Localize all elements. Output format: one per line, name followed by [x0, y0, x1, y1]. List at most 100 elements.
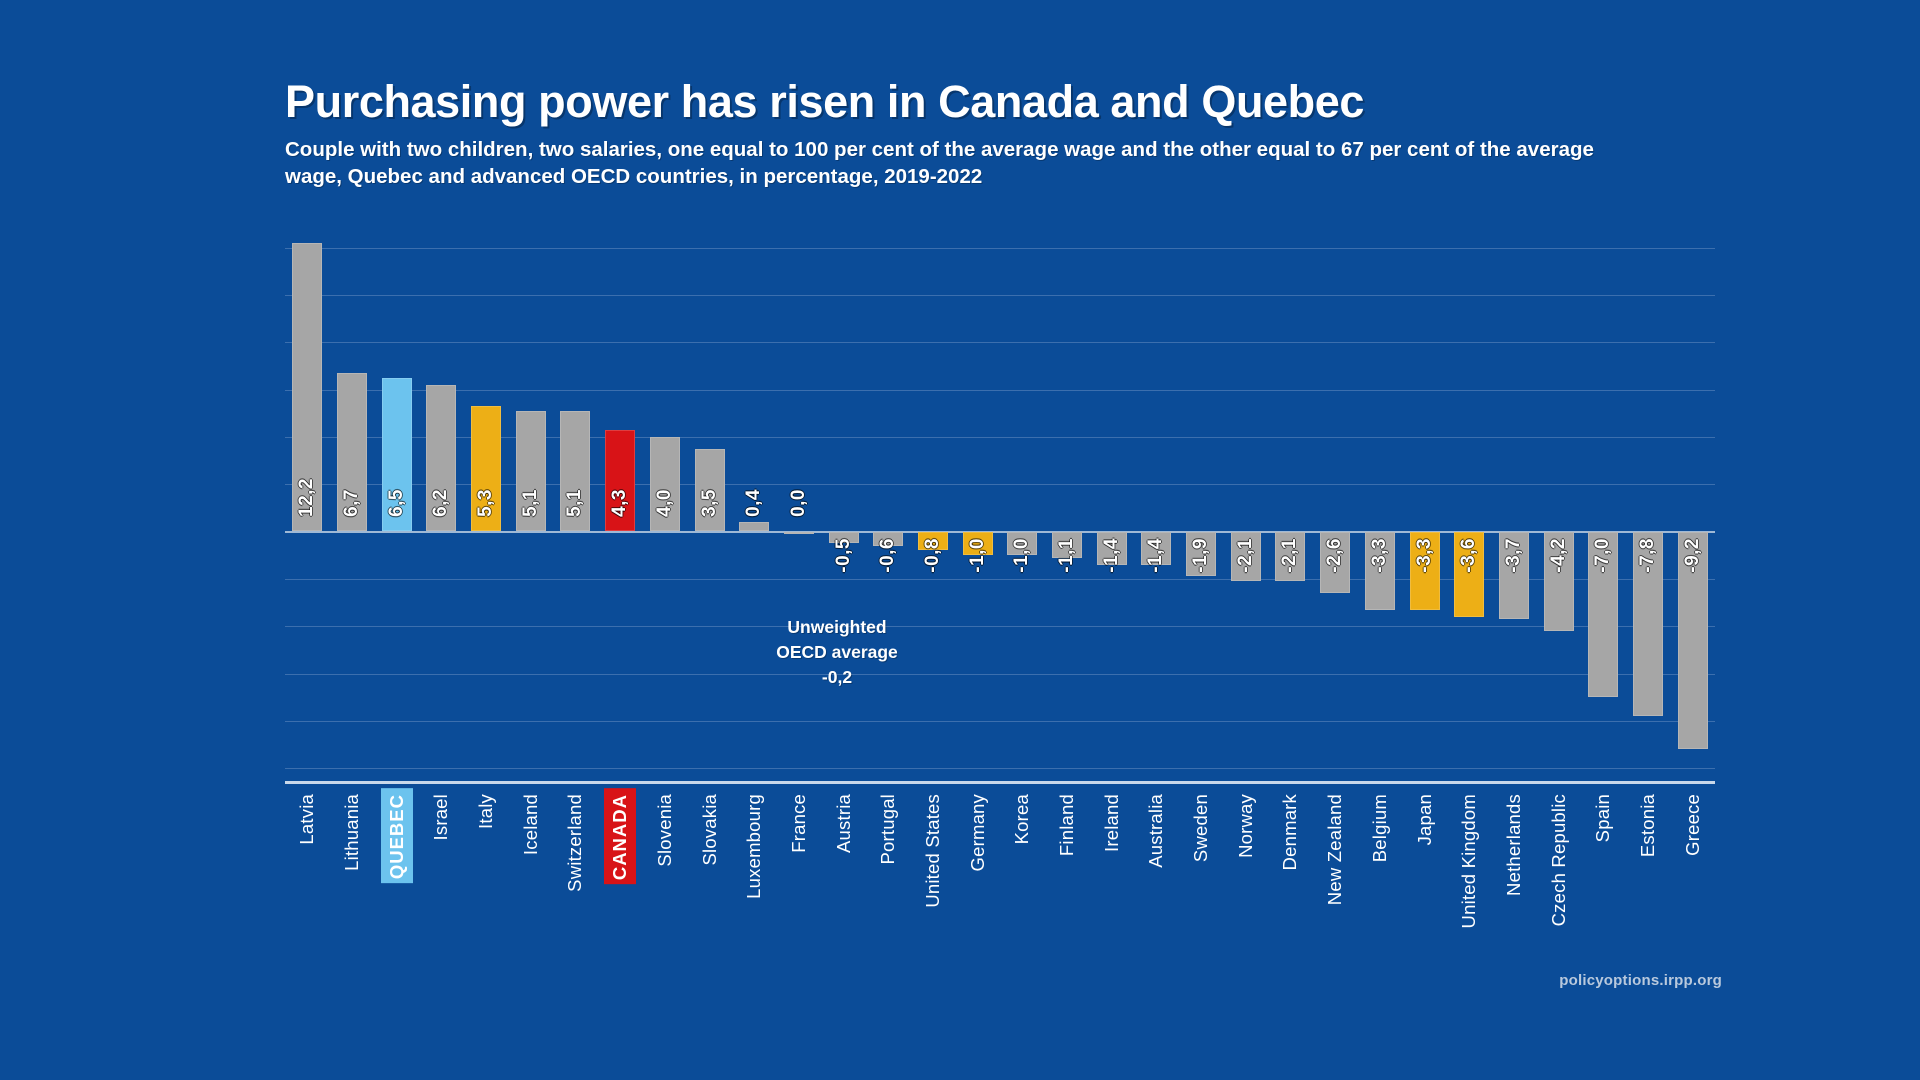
bar-sweden[interactable]	[1186, 531, 1217, 577]
bar-group: 3,5	[687, 212, 732, 780]
bar-belgium[interactable]	[1364, 531, 1395, 610]
x-tick-slot: Denmark	[1268, 788, 1313, 1018]
gridline	[285, 389, 1715, 391]
bar-value-label: 3,5	[698, 488, 720, 517]
bar-france[interactable]	[783, 531, 814, 534]
bar-switzerland[interactable]	[560, 410, 591, 532]
bar-group: -1,0	[1000, 212, 1045, 780]
bar-ireland[interactable]	[1096, 531, 1127, 565]
x-tick-label-quebec: QUEBEC	[380, 788, 413, 884]
bar-value-label: -2,1	[1279, 537, 1301, 573]
gridline	[285, 768, 1715, 770]
bar-norway[interactable]	[1230, 531, 1261, 582]
bar-value-label: 0,0	[787, 488, 809, 517]
gridline	[285, 578, 1715, 580]
gridline	[285, 294, 1715, 296]
chart-subtitle: Couple with two children, two salaries, …	[285, 137, 1594, 188]
bar-finland[interactable]	[1052, 531, 1083, 558]
bar-value-label: 5,1	[519, 488, 541, 517]
bar-value-label: -2,1	[1234, 537, 1256, 573]
bar-group: 0,0	[777, 212, 822, 780]
bar-group: -3,7	[1492, 212, 1537, 780]
bar-netherlands[interactable]	[1498, 531, 1529, 620]
x-tick-label-canada: CANADA	[604, 788, 637, 885]
x-tick-label-israel: Israel	[430, 794, 452, 841]
gridline	[285, 484, 1715, 486]
x-tick-label-lithuania: Lithuania	[341, 794, 363, 871]
bar-value-label: -1,0	[966, 537, 988, 573]
x-tick-label-italy: Italy	[475, 794, 497, 829]
x-tick-label-korea: Korea	[1011, 794, 1033, 845]
annotation-line-1: Unweighted	[787, 617, 887, 637]
bar-group: 6,2	[419, 212, 464, 780]
x-tick-slot: Norway	[1223, 788, 1268, 1018]
x-tick-label-australia: Australia	[1145, 794, 1167, 868]
bar-quebec[interactable]	[381, 377, 412, 532]
bar-value-label: -4,2	[1547, 537, 1569, 573]
bar-new-zealand[interactable]	[1320, 531, 1351, 594]
bar-group: -4,2	[1536, 212, 1581, 780]
bar-lithuania[interactable]	[337, 372, 368, 532]
bar-iceland[interactable]	[515, 410, 546, 532]
bar-australia[interactable]	[1141, 531, 1172, 565]
bar-greece[interactable]	[1677, 531, 1708, 750]
bar-value-label: -2,6	[1324, 537, 1346, 573]
x-tick-slot: United Kingdom	[1447, 788, 1492, 1018]
page-title: Purchasing power has risen in Canada and…	[285, 76, 1364, 127]
chart-plot-area: 12,2 6,7 6,5 6,2 5,3 5,1 5,1 4,3 4,0 3,5 0,4 0,0 -0,…	[285, 212, 1715, 784]
x-tick-slot: Slovenia	[643, 788, 688, 1018]
bar-value-label: -3,3	[1368, 537, 1390, 573]
bar-group: -0,6	[866, 212, 911, 780]
bar-korea[interactable]	[1007, 531, 1038, 556]
bar-group: 4,0	[643, 212, 688, 780]
bar-germany[interactable]	[962, 531, 993, 556]
x-tick-label-ireland: Ireland	[1100, 794, 1122, 852]
bar-slovakia[interactable]	[694, 448, 725, 532]
bar-value-label: -3,3	[1413, 537, 1435, 573]
x-tick-slot: Austria	[821, 788, 866, 1018]
bar-group: -3,3	[1402, 212, 1447, 780]
bar-value-label: 5,3	[475, 488, 497, 517]
bar-group: 5,1	[553, 212, 598, 780]
x-tick-slot: Japan	[1402, 788, 1447, 1018]
x-tick-label-austria: Austria	[832, 794, 854, 853]
bar-value-label: 6,5	[385, 488, 407, 517]
x-tick-label-slovakia: Slovakia	[698, 794, 720, 866]
bar-canada[interactable]	[605, 429, 636, 532]
x-tick-label-sweden: Sweden	[1190, 794, 1212, 863]
x-tick-slot: Switzerland	[553, 788, 598, 1018]
bar-group: -1,1	[1045, 212, 1090, 780]
bar-united-states[interactable]	[917, 531, 948, 551]
x-tick-slot: Korea	[1000, 788, 1045, 1018]
bar-united-kingdom[interactable]	[1454, 531, 1485, 617]
bar-slovenia[interactable]	[649, 436, 680, 532]
bar-group: 5,1	[508, 212, 553, 780]
bar-group: -2,1	[1268, 212, 1313, 780]
bar-israel[interactable]	[426, 384, 457, 532]
bar-latvia[interactable]	[292, 242, 323, 532]
bar-value-label: -1,1	[1056, 537, 1078, 573]
bar-group: -1,4	[1134, 212, 1179, 780]
bar-group: 6,7	[330, 212, 375, 780]
bar-value-label: 4,3	[609, 488, 631, 517]
bar-group: -7,0	[1581, 212, 1626, 780]
bar-czech-republic[interactable]	[1543, 531, 1574, 631]
bar-estonia[interactable]	[1632, 531, 1663, 717]
bar-italy[interactable]	[471, 406, 502, 532]
x-tick-label-switzerland: Switzerland	[564, 794, 586, 892]
bar-value-label: -1,4	[1100, 537, 1122, 573]
x-tick-slot: France	[777, 788, 822, 1018]
x-tick-slot: Finland	[1045, 788, 1090, 1018]
x-tick-label-new-zealand: New Zealand	[1324, 794, 1346, 906]
bar-denmark[interactable]	[1275, 531, 1306, 582]
bar-luxembourg[interactable]	[739, 522, 770, 532]
bar-portugal[interactable]	[873, 531, 904, 546]
bar-group: -2,1	[1223, 212, 1268, 780]
bar-spain[interactable]	[1588, 531, 1619, 698]
bar-japan[interactable]	[1409, 531, 1440, 610]
x-tick-label-luxembourg: Luxembourg	[743, 794, 765, 899]
x-tick-label-belgium: Belgium	[1368, 794, 1390, 863]
x-tick-label-finland: Finland	[1056, 794, 1078, 857]
bar-austria[interactable]	[828, 531, 859, 544]
axis-baseline	[285, 781, 1715, 784]
